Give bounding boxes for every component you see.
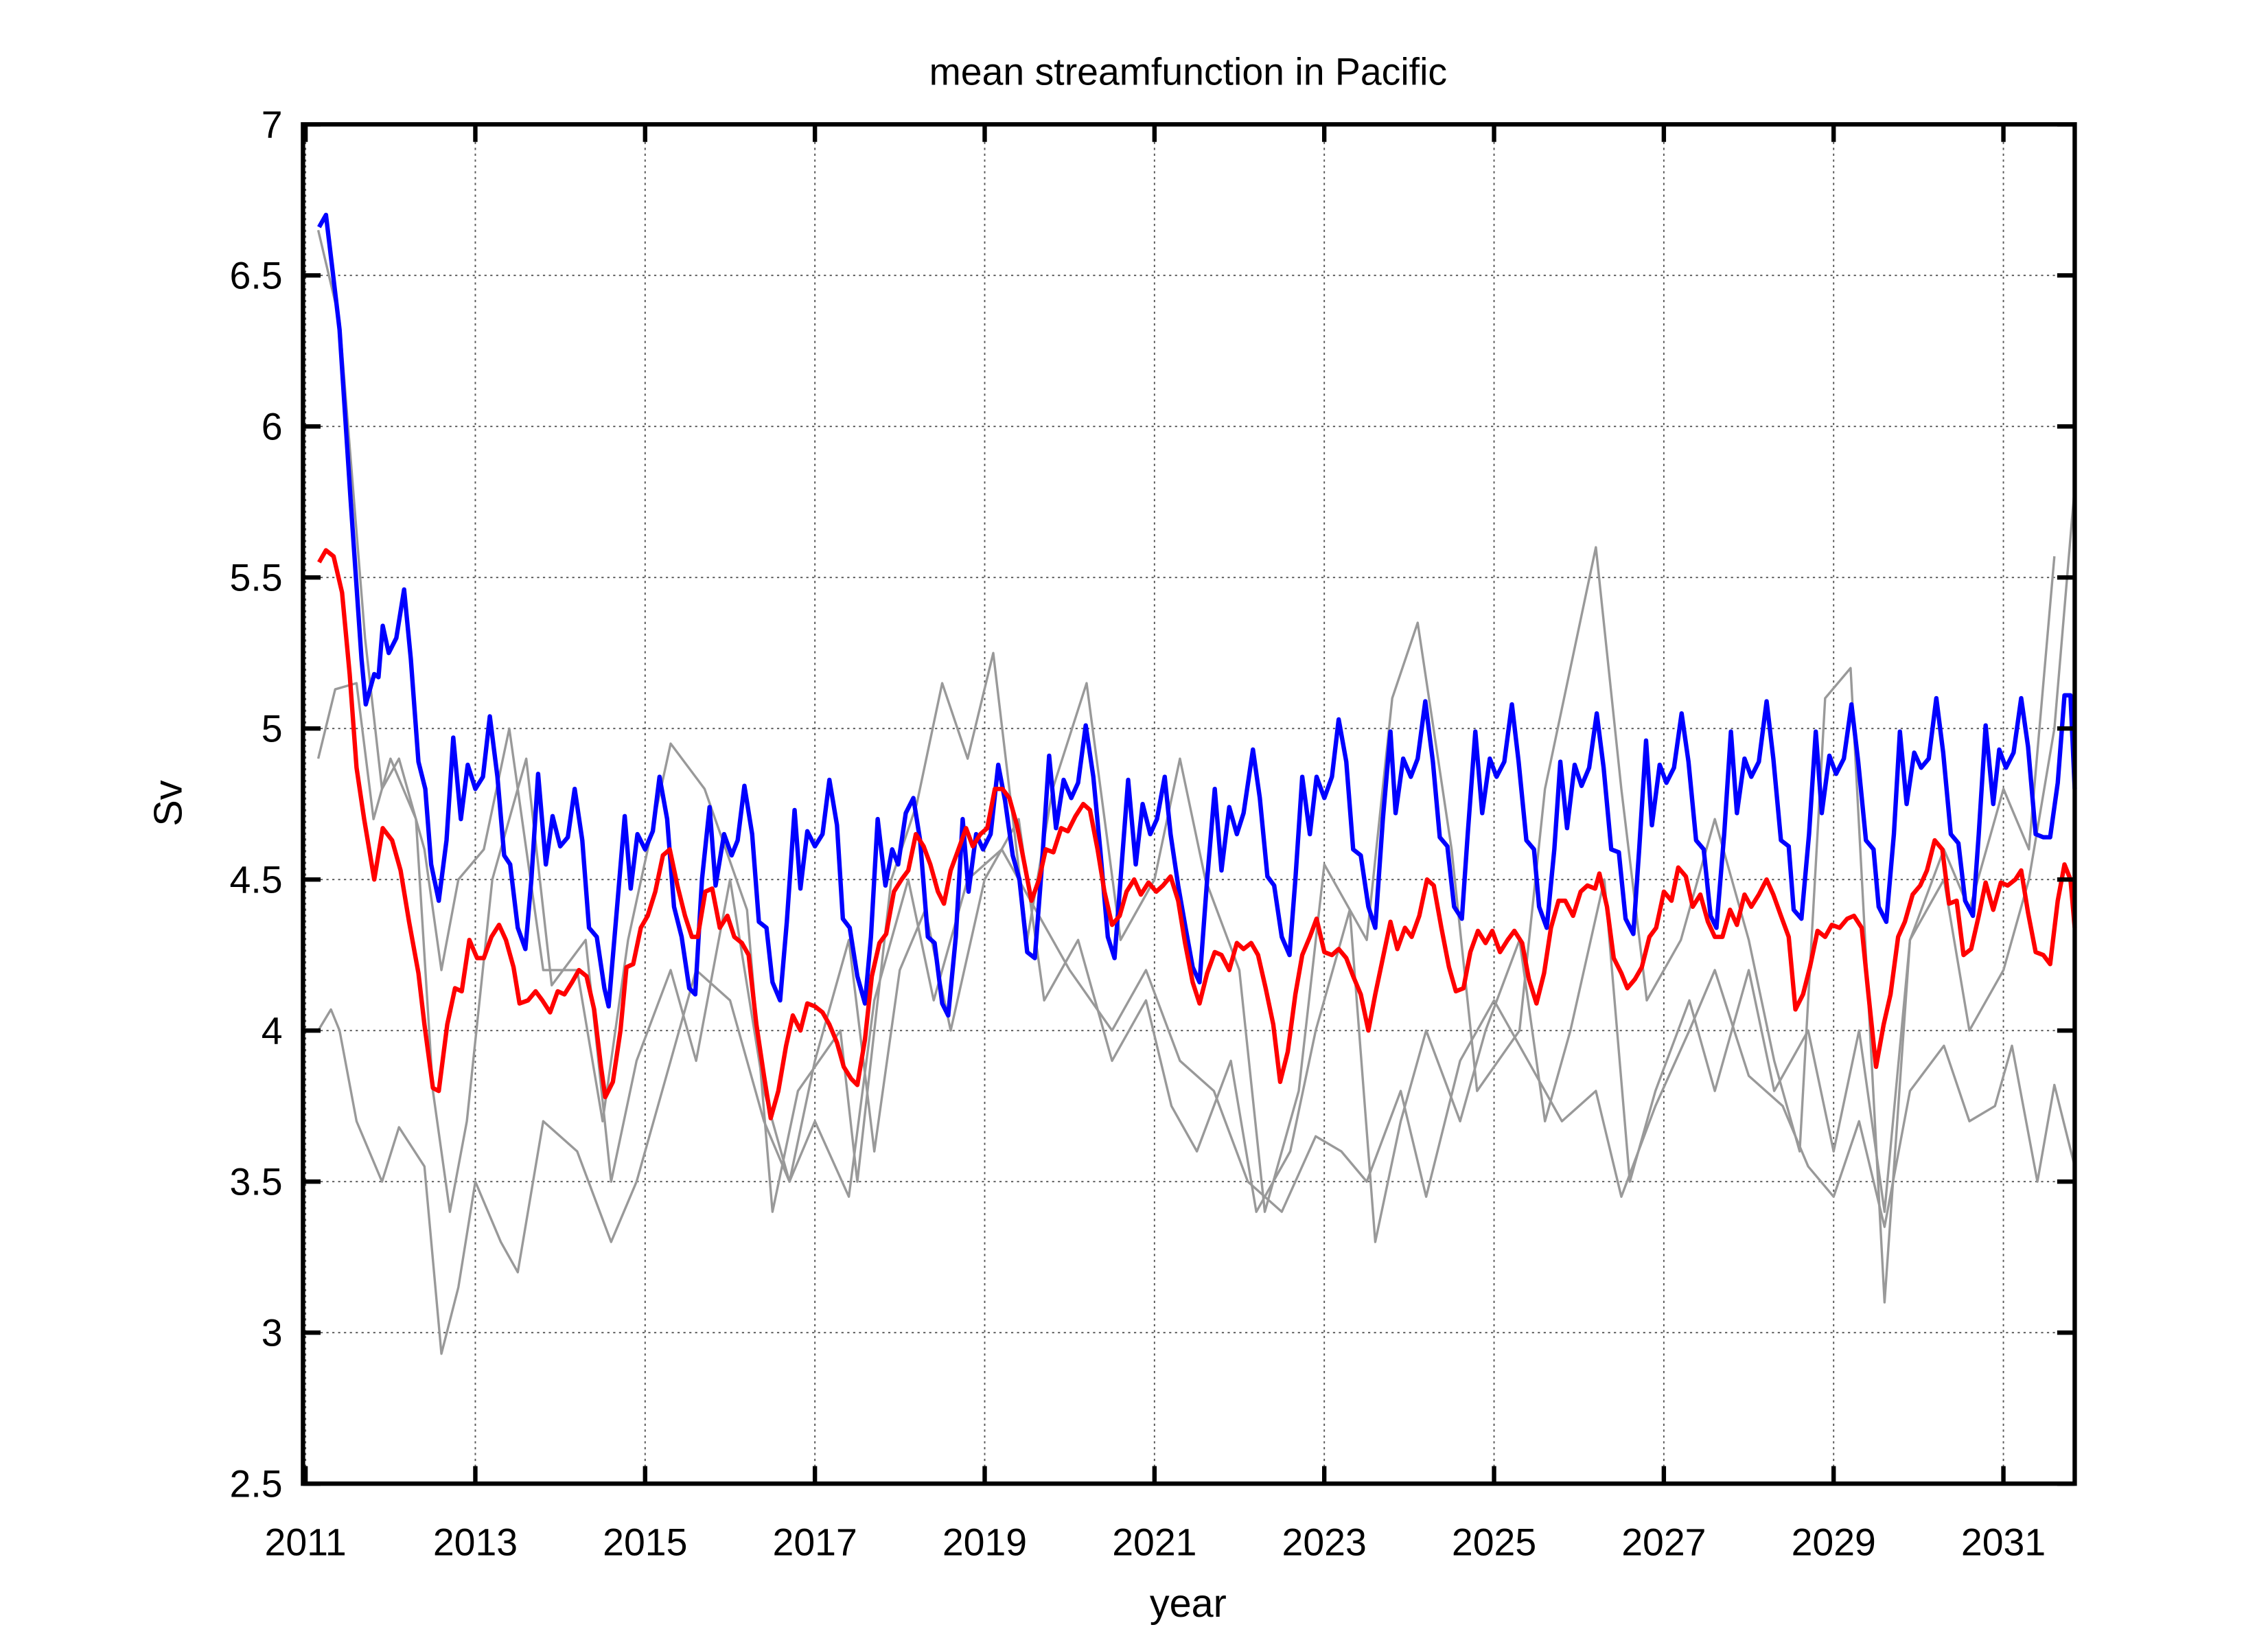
y-tick-label: 4.5: [230, 858, 283, 901]
y-tick-label: 6: [262, 405, 283, 448]
x-tick-label: 2015: [603, 1521, 687, 1564]
y-tick-label: 2.5: [230, 1462, 283, 1505]
grid-lines: [303, 124, 2075, 1484]
y-tick-label: 3.5: [230, 1160, 283, 1203]
y-tick-label: 7: [262, 103, 283, 146]
y-tick-label: 5: [262, 707, 283, 750]
x-tick-labels: 2011 2013 2015 2017 2019 2021 2023 2025 2027 2029…: [265, 1521, 2046, 1564]
x-tick-label: 2011: [265, 1521, 347, 1564]
x-tick-label: 2019: [942, 1521, 1027, 1564]
x-tick-label: 2017: [773, 1521, 857, 1564]
x-tick-label: 2029: [1792, 1521, 1876, 1564]
y-tick-label: 4: [262, 1009, 283, 1052]
y-tick-labels: 2.5 3 3.5 4 4.5 5 5.5 6 6.5 7: [230, 103, 283, 1505]
x-tick-label: 2025: [1452, 1521, 1536, 1564]
x-tick-label: 2021: [1112, 1521, 1196, 1564]
series-line-member-2: [316, 486, 2076, 1243]
x-tick-label: 2013: [433, 1521, 518, 1564]
y-axis-label: Sv: [147, 780, 191, 826]
axis-ticks: [303, 122, 2075, 1486]
x-tick-label: 2031: [1961, 1521, 2046, 1564]
x-tick-label: 2027: [1621, 1521, 1706, 1564]
y-tick-label: 6.5: [230, 254, 283, 297]
y-tick-label: 5.5: [230, 556, 283, 599]
series-line-member-3: [317, 848, 2076, 1355]
plot-frame: [301, 122, 2077, 1486]
series-line-blue: [317, 212, 2077, 1018]
series-line-red: [317, 548, 2077, 1120]
x-axis-label: year: [1150, 1582, 1227, 1626]
chart-title: mean streamfunction in Pacific: [929, 51, 1447, 93]
x-tick-label: 2023: [1282, 1521, 1367, 1564]
series-group: [316, 212, 2077, 1355]
y-tick-label: 3: [262, 1311, 283, 1354]
